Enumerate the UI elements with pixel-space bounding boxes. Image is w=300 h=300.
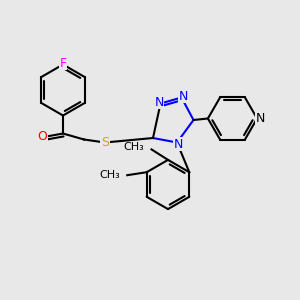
Text: O: O (37, 130, 47, 143)
Text: N: N (178, 89, 188, 103)
Text: CH₃: CH₃ (99, 170, 120, 180)
Text: N: N (154, 95, 164, 109)
Text: N: N (256, 112, 266, 125)
Text: F: F (59, 56, 67, 70)
Text: CH₃: CH₃ (123, 142, 144, 152)
Text: S: S (101, 136, 109, 149)
Text: N: N (174, 137, 183, 151)
